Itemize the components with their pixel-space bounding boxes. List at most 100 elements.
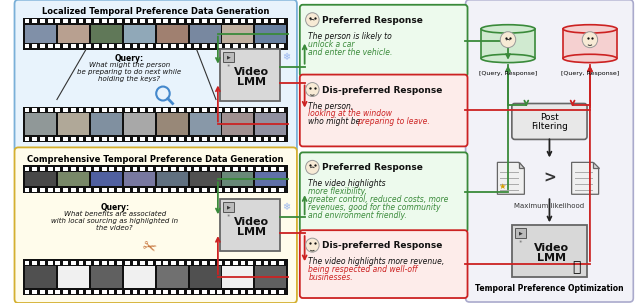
Polygon shape xyxy=(187,108,191,112)
Polygon shape xyxy=(157,25,188,43)
Polygon shape xyxy=(210,290,214,294)
Polygon shape xyxy=(40,19,45,23)
Polygon shape xyxy=(48,188,52,192)
Polygon shape xyxy=(271,137,276,141)
Polygon shape xyxy=(271,167,276,171)
Polygon shape xyxy=(241,188,245,192)
Polygon shape xyxy=(264,137,269,141)
Polygon shape xyxy=(218,108,222,112)
Polygon shape xyxy=(218,290,222,294)
Polygon shape xyxy=(86,19,91,23)
Polygon shape xyxy=(156,290,161,294)
Text: ✳: ✳ xyxy=(227,214,230,218)
Polygon shape xyxy=(279,19,284,23)
Polygon shape xyxy=(210,261,214,265)
Polygon shape xyxy=(218,188,222,192)
Polygon shape xyxy=(187,188,191,192)
Polygon shape xyxy=(225,108,230,112)
Text: [Query, Response]: [Query, Response] xyxy=(561,71,619,75)
Polygon shape xyxy=(171,108,176,112)
Polygon shape xyxy=(125,137,130,141)
FancyBboxPatch shape xyxy=(15,0,297,152)
Polygon shape xyxy=(25,172,56,186)
Polygon shape xyxy=(56,261,60,265)
Polygon shape xyxy=(241,167,245,171)
Polygon shape xyxy=(156,137,161,141)
Polygon shape xyxy=(189,25,221,43)
Polygon shape xyxy=(25,266,56,288)
Polygon shape xyxy=(210,19,214,23)
Polygon shape xyxy=(210,108,214,112)
Polygon shape xyxy=(33,188,37,192)
Polygon shape xyxy=(25,19,29,23)
Polygon shape xyxy=(220,199,280,251)
Polygon shape xyxy=(195,167,199,171)
Text: The person,: The person, xyxy=(308,102,356,111)
Polygon shape xyxy=(109,261,115,265)
Polygon shape xyxy=(79,108,83,112)
Polygon shape xyxy=(195,44,199,48)
Text: The person is likely to: The person is likely to xyxy=(308,32,395,41)
Text: revenues, good for the community: revenues, good for the community xyxy=(308,203,441,212)
Polygon shape xyxy=(264,44,269,48)
Polygon shape xyxy=(132,44,138,48)
Polygon shape xyxy=(125,19,130,23)
Polygon shape xyxy=(163,19,168,23)
Polygon shape xyxy=(25,188,29,192)
Polygon shape xyxy=(518,162,524,168)
Text: 🔥: 🔥 xyxy=(572,260,580,274)
Polygon shape xyxy=(195,19,199,23)
Polygon shape xyxy=(256,290,260,294)
Text: Video: Video xyxy=(234,67,269,77)
Polygon shape xyxy=(23,165,288,193)
Polygon shape xyxy=(48,108,52,112)
Text: Filtering: Filtering xyxy=(531,122,568,131)
Polygon shape xyxy=(109,167,115,171)
Text: Post: Post xyxy=(540,113,559,122)
Polygon shape xyxy=(256,261,260,265)
Polygon shape xyxy=(48,19,52,23)
Polygon shape xyxy=(148,108,153,112)
Text: LMM: LMM xyxy=(237,77,266,87)
Text: LMM: LMM xyxy=(537,253,566,263)
Text: ❄: ❄ xyxy=(282,52,291,62)
Polygon shape xyxy=(63,44,68,48)
Polygon shape xyxy=(233,19,237,23)
Polygon shape xyxy=(163,261,168,265)
Polygon shape xyxy=(179,108,184,112)
Polygon shape xyxy=(79,188,83,192)
Polygon shape xyxy=(248,137,253,141)
Ellipse shape xyxy=(481,25,535,33)
Polygon shape xyxy=(264,290,269,294)
Text: ❄: ❄ xyxy=(282,202,291,212)
Polygon shape xyxy=(264,108,269,112)
Polygon shape xyxy=(218,137,222,141)
Polygon shape xyxy=(187,290,191,294)
Polygon shape xyxy=(256,19,260,23)
Polygon shape xyxy=(271,108,276,112)
Polygon shape xyxy=(279,188,284,192)
Text: LMM: LMM xyxy=(237,227,266,237)
Polygon shape xyxy=(48,44,52,48)
Polygon shape xyxy=(271,188,276,192)
Text: looking at the window: looking at the window xyxy=(308,109,392,118)
Polygon shape xyxy=(56,188,60,192)
Polygon shape xyxy=(40,137,45,141)
Polygon shape xyxy=(225,167,230,171)
Polygon shape xyxy=(248,44,253,48)
Polygon shape xyxy=(233,167,237,171)
Polygon shape xyxy=(218,19,222,23)
Polygon shape xyxy=(148,188,153,192)
FancyBboxPatch shape xyxy=(300,152,468,232)
Polygon shape xyxy=(33,19,37,23)
Text: Query:: Query: xyxy=(100,203,129,212)
Polygon shape xyxy=(91,114,122,135)
FancyBboxPatch shape xyxy=(300,230,468,298)
Polygon shape xyxy=(132,290,138,294)
Polygon shape xyxy=(171,261,176,265)
Text: Temporal Preference Optimization: Temporal Preference Optimization xyxy=(475,284,624,293)
Polygon shape xyxy=(71,19,76,23)
Circle shape xyxy=(305,82,319,97)
Text: preparing to leave.: preparing to leave. xyxy=(356,118,429,126)
Polygon shape xyxy=(225,290,230,294)
